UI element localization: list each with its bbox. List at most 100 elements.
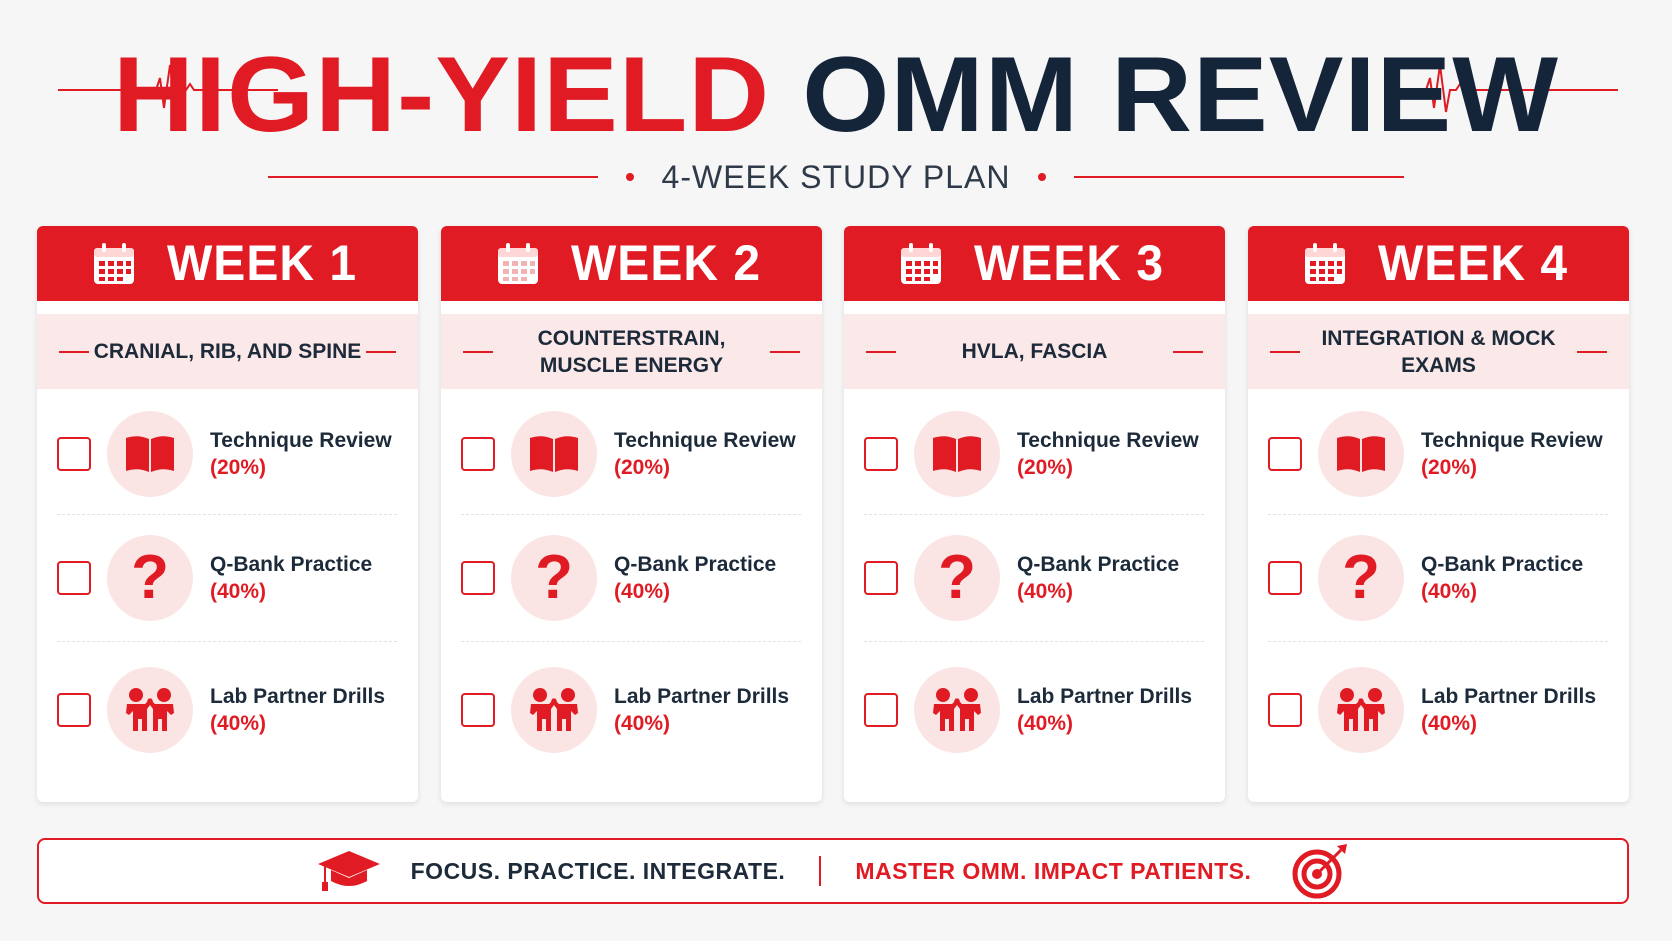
week-title: WEEK 1 [167, 235, 358, 292]
task-text: Technique Review (20%) [614, 427, 796, 481]
task-percent: (20%) [1421, 456, 1478, 479]
task-name: Technique Review [1017, 429, 1199, 452]
task-name: Lab Partner Drills [1421, 685, 1597, 708]
task-percent: (20%) [614, 456, 671, 479]
subtitle-bullet-left [625, 173, 634, 181]
task-text: Q-Bank Practice (40%) [1421, 551, 1583, 605]
task-item-q-bank-practice: ? Q-Bank Practice (40%) [844, 528, 1225, 628]
week-card-2: WEEK 2 COUNTERSTRAIN, MUSCLE ENERGY Tech… [441, 226, 822, 802]
ekg-line-right-icon [1398, 64, 1618, 113]
topic-divider-right [1173, 351, 1203, 353]
week-header: WEEK 1 [37, 226, 418, 301]
task-text: Lab Partner Drills (40%) [614, 683, 789, 737]
task-checkbox[interactable] [461, 437, 495, 471]
title-highlight: HIGH-YIELD [113, 35, 771, 154]
page-title: HIGH-YIELD OMM REVIEW [0, 33, 1672, 157]
header: HIGH-YIELD OMM REVIEW 4-WEEK STUDY PLAN [0, 0, 1672, 230]
task-checkbox[interactable] [1268, 437, 1302, 471]
task-item-technique-review: Technique Review (20%) [1248, 404, 1629, 504]
week-topic-text: COUNTERSTRAIN, MUSCLE ENERGY [537, 326, 726, 377]
partners-icon [1318, 667, 1404, 753]
task-divider [864, 514, 1204, 515]
task-item-lab-partner-drills: Lab Partner Drills (40%) [441, 660, 822, 760]
task-name: Q-Bank Practice [210, 553, 373, 576]
week-title: WEEK 2 [571, 235, 762, 292]
target-icon [1292, 844, 1348, 899]
task-text: Technique Review (20%) [1421, 427, 1603, 481]
footer-banner: FOCUS. PRACTICE. INTEGRATE. MASTER OMM. … [37, 838, 1629, 904]
task-text: Lab Partner Drills (40%) [1017, 683, 1192, 737]
book-icon [511, 411, 597, 497]
footer-separator [819, 856, 822, 886]
week-card-4: WEEK 4 INTEGRATION & MOCK EXAMS Techniqu… [1248, 226, 1629, 802]
page-subtitle: 4-WEEK STUDY PLAN [661, 158, 1011, 195]
week-topic: HVLA, FASCIA [844, 314, 1225, 389]
task-text: Q-Bank Practice (40%) [1017, 551, 1179, 605]
subtitle-divider-right [1074, 176, 1405, 178]
task-divider [461, 641, 801, 642]
task-checkbox[interactable] [461, 693, 495, 727]
question-icon: ? [1318, 535, 1404, 621]
topic-divider-left [1270, 351, 1300, 353]
topic-divider-right [1577, 351, 1607, 353]
task-checkbox[interactable] [1268, 561, 1302, 595]
task-checkbox[interactable] [864, 437, 898, 471]
task-text: Technique Review (20%) [210, 427, 392, 481]
task-checkbox[interactable] [57, 693, 91, 727]
task-item-lab-partner-drills: Lab Partner Drills (40%) [844, 660, 1225, 760]
graduation-cap-icon [317, 851, 380, 891]
footer-tagline-left: FOCUS. PRACTICE. INTEGRATE. [410, 857, 786, 884]
calendar-icon [498, 242, 538, 284]
task-percent: (20%) [1017, 456, 1074, 479]
partners-icon [107, 667, 193, 753]
task-name: Q-Bank Practice [1017, 553, 1180, 576]
book-icon [914, 411, 1000, 497]
task-item-technique-review: Technique Review (20%) [37, 404, 418, 504]
book-icon [107, 411, 193, 497]
task-text: Lab Partner Drills (40%) [210, 683, 385, 737]
task-name: Q-Bank Practice [1421, 553, 1584, 576]
topic-divider-right [366, 351, 396, 353]
task-percent: (40%) [1017, 580, 1074, 603]
task-name: Q-Bank Practice [614, 553, 777, 576]
task-checkbox[interactable] [57, 561, 91, 595]
book-icon [1318, 411, 1404, 497]
task-name: Technique Review [1421, 429, 1603, 452]
task-checkbox[interactable] [864, 693, 898, 727]
calendar-icon [901, 242, 941, 284]
question-icon: ? [914, 535, 1000, 621]
task-text: Lab Partner Drills (40%) [1421, 683, 1596, 737]
task-percent: (40%) [614, 712, 671, 735]
task-name: Lab Partner Drills [210, 685, 386, 708]
topic-divider-left [59, 351, 89, 353]
task-checkbox[interactable] [1268, 693, 1302, 727]
task-percent: (40%) [1017, 712, 1074, 735]
task-checkbox[interactable] [864, 561, 898, 595]
week-topic-text: HVLA, FASCIA [961, 340, 1108, 363]
calendar-icon [94, 242, 134, 284]
task-divider [864, 641, 1204, 642]
week-topic: COUNTERSTRAIN, MUSCLE ENERGY [441, 314, 822, 389]
question-icon: ? [511, 535, 597, 621]
task-item-q-bank-practice: ? Q-Bank Practice (40%) [37, 528, 418, 628]
task-percent: (40%) [614, 580, 671, 603]
topic-divider-left [866, 351, 896, 353]
task-name: Lab Partner Drills [614, 685, 790, 708]
title-main: OMM REVIEW [802, 35, 1559, 154]
ekg-line-left-icon [58, 64, 278, 113]
subtitle-bullet-right [1038, 173, 1047, 181]
task-item-technique-review: Technique Review (20%) [844, 404, 1225, 504]
partners-icon [511, 667, 597, 753]
week-card-3: WEEK 3 HVLA, FASCIA Technique Review (20… [844, 226, 1225, 802]
task-item-lab-partner-drills: Lab Partner Drills (40%) [37, 660, 418, 760]
week-topic-text: CRANIAL, RIB, AND SPINE [93, 340, 362, 363]
partners-icon [914, 667, 1000, 753]
task-text: Q-Bank Practice (40%) [614, 551, 776, 605]
task-checkbox[interactable] [57, 437, 91, 471]
task-divider [1268, 514, 1608, 515]
subtitle-row: 4-WEEK STUDY PLAN [0, 155, 1672, 199]
task-checkbox[interactable] [461, 561, 495, 595]
task-text: Q-Bank Practice (40%) [210, 551, 372, 605]
task-percent: (40%) [210, 712, 267, 735]
week-header: WEEK 2 [441, 226, 822, 301]
